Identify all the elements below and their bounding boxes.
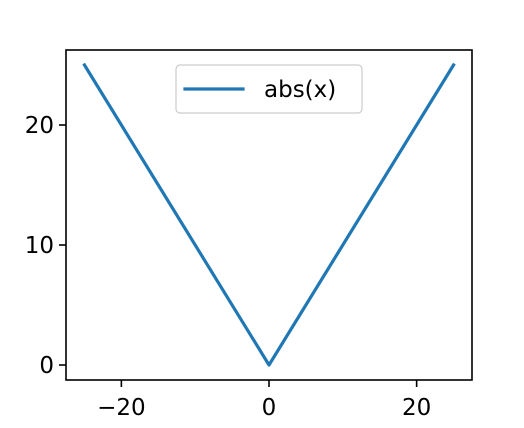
series-layer <box>82 62 456 367</box>
series-line <box>82 62 456 367</box>
x-tick-label: 0 <box>262 395 277 421</box>
legend-box <box>175 64 363 114</box>
y-axis: 0 10 20 <box>25 113 66 379</box>
x-tick-label: 20 <box>402 395 431 421</box>
x-axis: −20 0 20 <box>97 380 431 421</box>
y-tick-label: 10 <box>25 233 54 259</box>
y-tick-label: 0 <box>39 353 54 379</box>
x-tick-label: −20 <box>97 395 146 421</box>
y-tick-label: 20 <box>25 113 54 139</box>
legend: abs(x) <box>175 64 363 114</box>
legend-label: abs(x) <box>264 77 336 103</box>
